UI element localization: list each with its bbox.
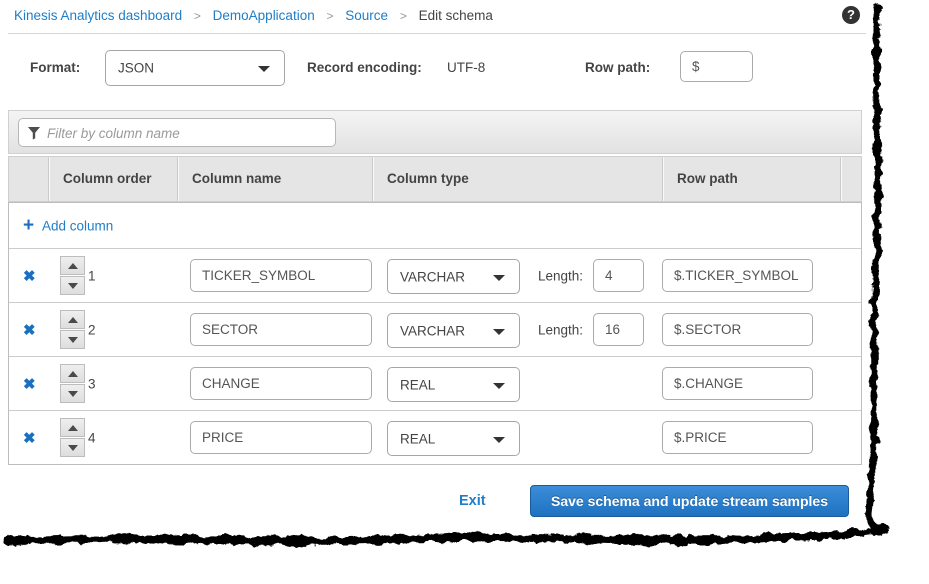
column-order-header: Column order — [49, 157, 178, 201]
table-row: ✖ 2 VARCHAR Length: — [9, 303, 861, 357]
delete-column-icon[interactable]: ✖ — [23, 375, 36, 393]
move-down-button[interactable] — [60, 438, 85, 457]
length-label: Length: — [538, 268, 584, 283]
move-up-button[interactable] — [60, 310, 85, 329]
arrow-down-icon — [67, 444, 78, 451]
schema-table-body: + Add column ✖ 1 VARCHAR Length: ✖ — [8, 202, 862, 465]
filter-icon — [28, 127, 40, 140]
format-dropdown-value: JSON — [118, 60, 155, 76]
row-path-input[interactable] — [662, 421, 813, 454]
column-type-dropdown[interactable]: VARCHAR — [387, 259, 520, 294]
breadcrumb-kinesis-dashboard[interactable]: Kinesis Analytics dashboard — [14, 8, 183, 23]
column-order-value: 4 — [88, 430, 96, 445]
help-icon[interactable]: ? — [842, 6, 860, 24]
table-row: ✖ 3 REAL — [9, 357, 861, 411]
plus-icon[interactable]: + — [23, 214, 35, 236]
move-down-button[interactable] — [60, 276, 85, 295]
chevron-down-icon — [493, 436, 505, 443]
filter-strip — [8, 110, 862, 154]
move-down-button[interactable] — [60, 384, 85, 403]
record-encoding-value: UTF-8 — [447, 60, 486, 75]
row-path-input[interactable] — [662, 259, 813, 292]
reorder-stepper — [60, 364, 85, 403]
column-type-value: REAL — [400, 377, 436, 392]
length-label: Length: — [538, 322, 584, 337]
table-header: Column order Column name Column type Row… — [8, 156, 862, 202]
breadcrumb-demo-application[interactable]: DemoApplication — [212, 8, 315, 23]
table-header-spacer — [841, 157, 861, 201]
row-path-input[interactable] — [662, 313, 813, 346]
column-type-value: VARCHAR — [400, 323, 466, 338]
column-name-input[interactable] — [190, 313, 372, 346]
delete-column-icon[interactable]: ✖ — [23, 429, 36, 447]
move-down-button[interactable] — [60, 330, 85, 349]
column-name-input[interactable] — [190, 367, 372, 400]
chevron-down-icon — [493, 274, 505, 281]
record-encoding-label: Record encoding: — [307, 60, 422, 75]
move-up-button[interactable] — [60, 418, 85, 437]
column-order-value: 3 — [88, 376, 96, 391]
breadcrumb-separator: > — [326, 9, 334, 23]
arrow-down-icon — [67, 282, 78, 289]
length-input[interactable] — [593, 313, 644, 346]
move-up-button[interactable] — [60, 364, 85, 383]
reorder-stepper — [60, 256, 85, 295]
breadcrumb: Kinesis Analytics dashboard > DemoApplic… — [14, 8, 493, 23]
column-name-header: Column name — [178, 157, 373, 201]
arrow-up-icon — [67, 262, 78, 269]
filter-column-name-input[interactable] — [45, 120, 333, 147]
column-type-dropdown[interactable]: REAL — [387, 421, 520, 456]
delete-column-icon[interactable]: ✖ — [23, 321, 36, 339]
column-name-input[interactable] — [190, 259, 372, 292]
arrow-up-icon — [67, 424, 78, 431]
chevron-down-icon — [493, 382, 505, 389]
format-dropdown[interactable]: JSON — [105, 50, 285, 86]
column-order-value: 2 — [88, 322, 96, 337]
row-path-label: Row path: — [585, 60, 651, 75]
row-path-header: Row path — [663, 157, 841, 201]
chevron-down-icon — [493, 328, 505, 335]
chevron-down-icon — [258, 66, 270, 72]
table-row: ✖ 1 VARCHAR Length: — [9, 249, 861, 303]
row-path-input[interactable] — [680, 51, 753, 82]
column-order-value: 1 — [88, 268, 96, 283]
breadcrumb-current-edit-schema: Edit schema — [418, 8, 493, 23]
reorder-stepper — [60, 310, 85, 349]
exit-link[interactable]: Exit — [459, 493, 486, 509]
table-header-spacer — [9, 157, 49, 201]
add-column-row: + Add column — [9, 203, 861, 249]
format-label: Format: — [30, 60, 81, 75]
add-column-button[interactable]: Add column — [42, 218, 114, 233]
move-up-button[interactable] — [60, 256, 85, 275]
save-schema-button[interactable]: Save schema and update stream samples — [530, 485, 849, 517]
row-path-input[interactable] — [662, 367, 813, 400]
arrow-up-icon — [67, 316, 78, 323]
filter-box — [18, 118, 336, 147]
column-type-header: Column type — [373, 157, 663, 201]
breadcrumb-source[interactable]: Source — [345, 8, 389, 23]
column-type-dropdown[interactable]: VARCHAR — [387, 313, 520, 348]
arrow-down-icon — [67, 390, 78, 397]
arrow-down-icon — [67, 336, 78, 343]
column-name-input[interactable] — [190, 421, 372, 454]
column-type-value: REAL — [400, 431, 436, 446]
breadcrumb-separator: > — [193, 9, 201, 23]
column-type-dropdown[interactable]: REAL — [387, 367, 520, 402]
reorder-stepper — [60, 418, 85, 457]
table-row: ✖ 4 REAL — [9, 411, 861, 464]
delete-column-icon[interactable]: ✖ — [23, 267, 36, 285]
length-input[interactable] — [593, 259, 644, 292]
breadcrumb-separator: > — [399, 9, 407, 23]
divider — [8, 33, 866, 34]
arrow-up-icon — [67, 370, 78, 377]
column-type-value: VARCHAR — [400, 269, 466, 284]
